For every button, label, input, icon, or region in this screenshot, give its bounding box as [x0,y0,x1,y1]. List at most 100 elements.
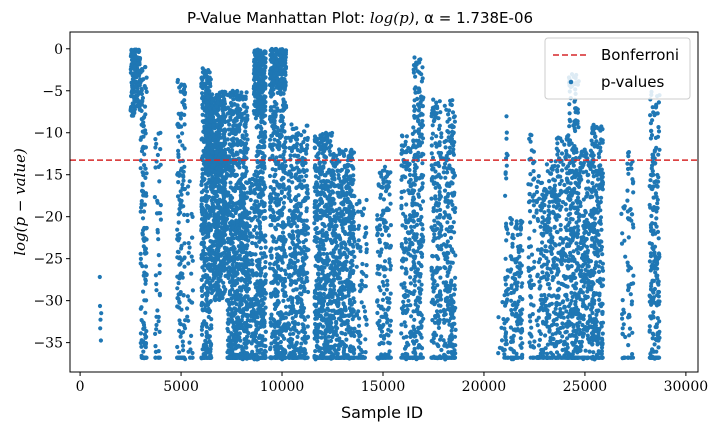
data-point [239,288,244,293]
data-point [202,283,207,288]
data-point [290,236,295,241]
data-point [199,332,205,337]
data-point [214,104,219,109]
data-point [240,135,245,140]
data-point [154,288,159,293]
data-point [272,262,277,267]
data-point [158,203,163,208]
data-point [203,303,208,308]
data-point [314,302,319,307]
data-point [226,275,231,281]
data-point [299,314,304,319]
data-point [226,317,231,322]
data-point [298,297,303,302]
data-point [182,122,187,127]
data-point [287,246,293,251]
data-point [276,72,281,77]
data-point [232,123,237,128]
data-point [237,206,243,211]
data-point [255,340,260,345]
data-point [155,230,160,235]
data-point [254,297,259,302]
data-point [315,152,320,157]
data-point [205,226,210,231]
data-point [262,287,267,292]
data-point [238,215,243,220]
data-point [287,188,292,194]
data-point [283,290,288,295]
data-point [328,287,333,292]
data-point [179,192,184,197]
data-point [273,227,279,232]
data-point [144,329,149,334]
data-point [272,218,278,223]
chart-title: P-Value Manhattan Plot: log(p), α = 1.73… [187,9,533,27]
data-point [210,97,215,102]
data-point [325,259,330,264]
data-point [323,348,328,353]
data-point [222,150,227,156]
data-point [200,96,205,101]
data-point [176,180,181,185]
data-point [269,66,274,71]
data-point [251,92,257,97]
data-point [320,298,325,303]
data-point [247,280,252,285]
data-point [234,278,239,283]
data-point [135,92,140,97]
data-point [186,349,191,354]
data-point [257,219,262,224]
data-point [154,314,159,319]
data-point [210,251,215,256]
data-point [186,250,191,255]
data-point [299,133,304,138]
data-point [176,220,181,225]
data-point [182,256,187,261]
data-point [141,209,147,214]
data-point [227,272,232,277]
data-point [277,350,282,355]
data-point [272,324,277,329]
data-point [233,251,238,256]
data-point [128,107,133,112]
data-point [312,294,317,299]
data-point [141,289,146,294]
data-point [207,75,212,80]
data-point [133,54,139,60]
data-point [205,81,210,86]
data-point [261,182,266,187]
data-point [261,164,266,169]
data-point [275,76,280,81]
data-point [316,345,321,350]
data-point [142,84,147,89]
data-point [301,240,306,245]
data-point [249,258,254,263]
data-point [154,327,159,332]
data-point [325,326,330,331]
data-point [175,194,181,199]
data-point [221,291,226,296]
data-point [214,130,219,135]
data-point [268,200,273,205]
data-point [204,203,209,208]
data-point [242,298,247,303]
data-point [142,298,147,303]
data-point [205,103,210,108]
data-point [214,247,219,252]
data-point [258,279,263,284]
data-point [232,306,237,311]
data-point [138,251,143,256]
data-point [254,235,259,240]
data-point [279,267,284,272]
data-point [259,232,264,237]
data-point [300,336,305,341]
data-point [296,232,301,237]
data-point [244,90,249,95]
data-point [263,272,268,277]
data-point [206,221,211,226]
data-point [139,108,144,113]
data-point [144,75,149,80]
data-point [135,61,141,66]
data-point [281,239,286,244]
data-point [317,250,322,256]
